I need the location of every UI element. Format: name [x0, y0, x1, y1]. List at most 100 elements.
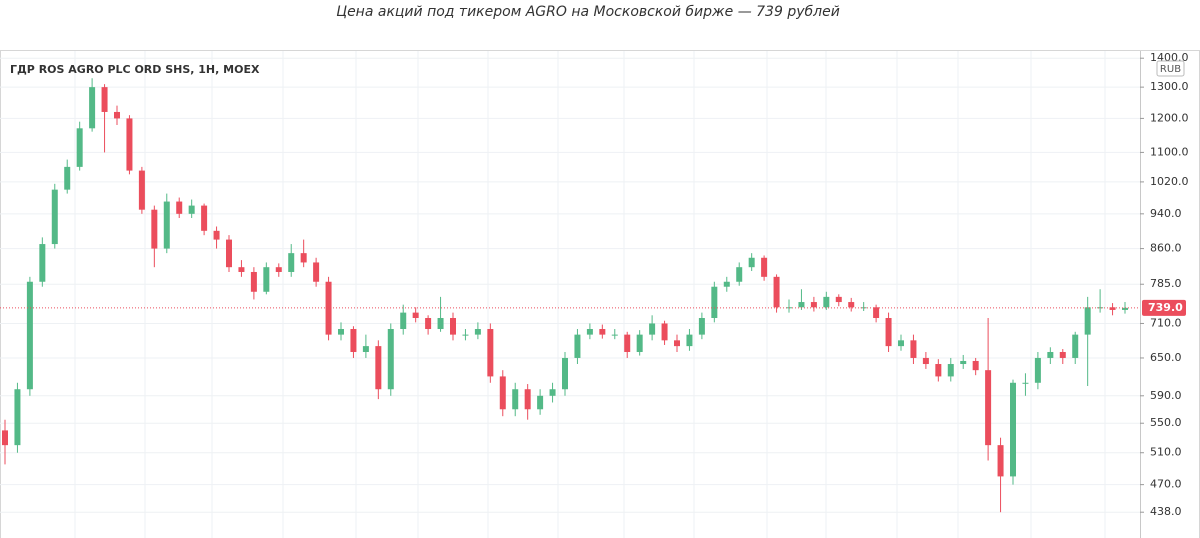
candle-body: [101, 87, 108, 112]
candle-body: [250, 271, 257, 292]
candle-body: [524, 389, 531, 410]
candle-body: [873, 307, 880, 318]
currency-label: RUB: [1160, 64, 1181, 75]
candle-body: [163, 201, 170, 249]
candle-body: [350, 329, 357, 352]
y-tick-label: 470.0: [1150, 478, 1182, 491]
candle-body: [935, 364, 942, 377]
chart-frame: [0, 50, 1200, 538]
candle-body: [910, 340, 917, 358]
y-tick-label: 860.0: [1150, 242, 1182, 255]
candle-body: [362, 346, 369, 352]
candle-body: [213, 230, 220, 240]
candle-body: [76, 128, 83, 167]
y-tick-label: 940.0: [1150, 207, 1182, 220]
candle-body: [997, 445, 1004, 477]
candle-body: [512, 389, 519, 410]
y-tick-label: 1020.0: [1150, 175, 1189, 188]
candle-body: [176, 201, 183, 214]
candle-body: [860, 307, 867, 309]
candle-body: [761, 257, 768, 277]
candle-body: [151, 209, 158, 249]
candle-body: [487, 329, 494, 377]
candle-body: [885, 317, 892, 347]
candle-body: [462, 334, 469, 336]
candle-body: [263, 267, 270, 292]
candle-body: [972, 360, 979, 371]
candle-body: [711, 286, 718, 318]
candle-body: [823, 296, 830, 308]
candle-body: [387, 329, 394, 390]
y-tick-label: 510.0: [1150, 446, 1182, 459]
candle-body: [636, 334, 643, 352]
y-tick-label: 590.0: [1150, 389, 1182, 402]
candle-body: [661, 323, 668, 341]
candle-body: [835, 296, 842, 303]
y-tick-label: 1300.0: [1150, 80, 1189, 93]
candle-body: [26, 281, 33, 390]
candle-body: [549, 389, 556, 396]
y-tick-label: 438.0: [1150, 505, 1182, 518]
candle-body: [611, 334, 618, 336]
candle-body: [574, 334, 581, 358]
candle-body: [748, 257, 755, 268]
candle-body: [562, 357, 568, 390]
candle-body: [1034, 357, 1041, 383]
candle-body: [238, 267, 245, 272]
candle-body: [947, 364, 954, 377]
candle-body: [1059, 351, 1066, 358]
last-price-label: 739.0: [1148, 301, 1183, 314]
candle-body: [1109, 307, 1116, 310]
vertical-grid: [74, 51, 1106, 538]
candle-body: [798, 302, 805, 308]
candle-body: [226, 239, 232, 268]
y-tick-label: 1200.0: [1150, 111, 1189, 124]
candle-body: [723, 281, 730, 287]
candle-body: [89, 87, 96, 129]
candle-body: [275, 267, 282, 272]
candle-body: [1047, 351, 1054, 358]
y-tick-label: 710.0: [1150, 316, 1182, 329]
currency-box: [1156, 60, 1185, 77]
candle-body: [624, 334, 631, 352]
candle-body: [51, 189, 58, 245]
candle-body: [188, 205, 195, 214]
y-tick-label: 550.0: [1150, 416, 1182, 429]
y-tick-label: 1100.0: [1150, 145, 1189, 158]
candle-body: [412, 312, 419, 318]
candle-body: [300, 253, 307, 263]
candle-body: [848, 302, 855, 308]
candle-body: [114, 111, 120, 119]
candle-body: [1010, 382, 1016, 477]
candle-body: [400, 312, 407, 330]
candle-body: [698, 317, 705, 335]
candle-body: [985, 370, 992, 446]
candle-body: [1097, 307, 1104, 309]
candle-body: [325, 281, 332, 335]
candle-body: [537, 395, 544, 410]
candle-body: [736, 267, 743, 282]
candle-body: [1022, 382, 1029, 384]
y-tick-label: 785.0: [1150, 277, 1182, 290]
candle-body: [586, 329, 593, 335]
candle-body: [64, 166, 71, 190]
candle-body: [14, 389, 21, 446]
candle-body: [2, 430, 8, 446]
candle-body: [960, 360, 967, 365]
candle-body: [375, 346, 382, 390]
candle-body: [686, 334, 693, 347]
candle-body: [1072, 334, 1079, 358]
candle-body: [201, 205, 208, 231]
candle-body: [599, 329, 606, 335]
candle-body: [138, 170, 145, 210]
candle-body: [338, 329, 344, 335]
candle-body: [773, 276, 780, 308]
candle-body: [649, 323, 656, 335]
candle-body: [474, 329, 481, 335]
candle-body: [450, 317, 456, 335]
candle-body: [499, 376, 506, 410]
candle-body: [425, 317, 432, 330]
candle-body: [437, 317, 444, 330]
